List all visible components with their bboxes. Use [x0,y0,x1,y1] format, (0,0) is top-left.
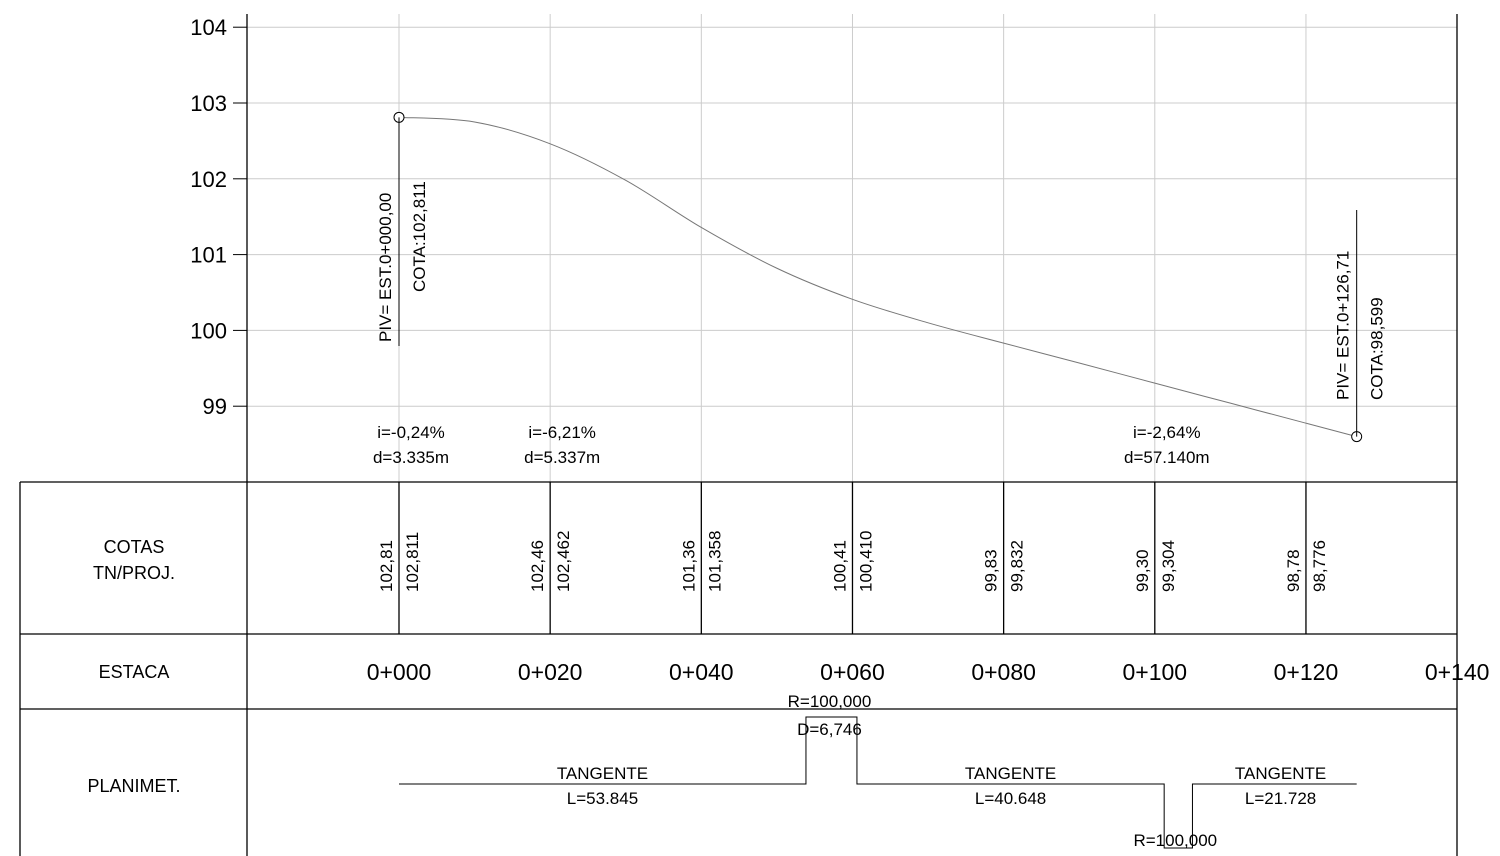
piv-cota-label: COTA:98,599 [1368,297,1387,400]
cota-proj-value: 98,776 [1310,540,1329,592]
estaca-label: 0+080 [971,659,1036,685]
tangent-length: L=21.728 [1245,789,1316,808]
cota-proj-value: 101,358 [705,531,724,592]
cota-proj-value: 99,304 [1159,540,1178,592]
cota-proj-value: 102,462 [554,531,573,592]
y-tick-label: 102 [190,167,227,192]
y-tick-label: 103 [190,91,227,116]
slope-grade: i=-2,64% [1133,423,1201,442]
row-label-cotas: COTAS [104,537,165,557]
curve-radius: R=100,000 [788,692,872,711]
cota-tn-value: 102,81 [377,540,396,592]
y-tick-label: 99 [203,394,227,419]
elevation-axis: 104 103 102 101 100 99 [190,14,1458,856]
cota-tn-value: 100,41 [830,540,849,592]
piv-station-label: PIV= EST.0+126,71 [1334,251,1353,400]
slope-distance: d=57.140m [1124,448,1210,467]
cota-tn-value: 99,30 [1133,549,1152,592]
y-tick-label: 101 [190,243,227,268]
row-label-estaca: ESTACA [99,662,170,682]
cota-tn-value: 99,83 [982,549,1001,592]
cota-proj-value: 100,410 [856,531,875,592]
y-tick-label: 104 [190,15,227,40]
row-label-planimet: PLANIMET. [87,776,180,796]
tangent-length: L=53.845 [567,789,638,808]
profile-curve-group [398,116,1357,438]
estaca-label: 0+000 [367,659,432,685]
curve-radius: R=100,000 [1133,831,1217,850]
piv-cota-label: COTA:102,811 [410,181,429,292]
piv-station-label: PIV= EST.0+000,00 [376,193,395,342]
tangent-label: TANGENTE [1235,764,1326,783]
cota-tn-value: 98,78 [1284,549,1303,592]
profile-curve [398,116,1357,438]
estaca-label: 0+060 [820,659,885,685]
y-tick-label: 100 [190,318,227,343]
slope-grade: i=-6,21% [528,423,596,442]
profile-table: COTAS TN/PROJ. ESTACA PLANIMET. 102,81 102,81… [19,481,1490,856]
cota-tn-value: 102,46 [528,540,547,592]
estaca-label: 0+020 [518,659,583,685]
estaca-label: 0+120 [1274,659,1339,685]
planimetry-line [399,716,1357,849]
tangent-length: L=40.648 [975,789,1046,808]
cota-proj-value: 99,832 [1008,540,1027,592]
slope-grade: i=-0,24% [377,423,445,442]
profile-grid [247,14,1457,482]
estaca-label: 0+140 [1425,659,1490,685]
estaca-label: 0+100 [1122,659,1187,685]
tangent-label: TANGENTE [557,764,648,783]
slope-distance: d=3.335m [373,448,449,467]
cota-proj-value: 102,811 [403,532,422,592]
tangent-label: TANGENTE [965,764,1056,783]
profile-annotations: PIV= EST.0+000,00 COTA:102,811 PIV= EST.0+… [373,111,1387,467]
row-label-tn-proj: TN/PROJ. [93,563,175,583]
curve-deflection: D=6,746 [797,720,862,739]
slope-distance: d=5.337m [524,448,600,467]
estaca-label: 0+040 [669,659,734,685]
cota-tn-value: 101,36 [679,540,698,592]
